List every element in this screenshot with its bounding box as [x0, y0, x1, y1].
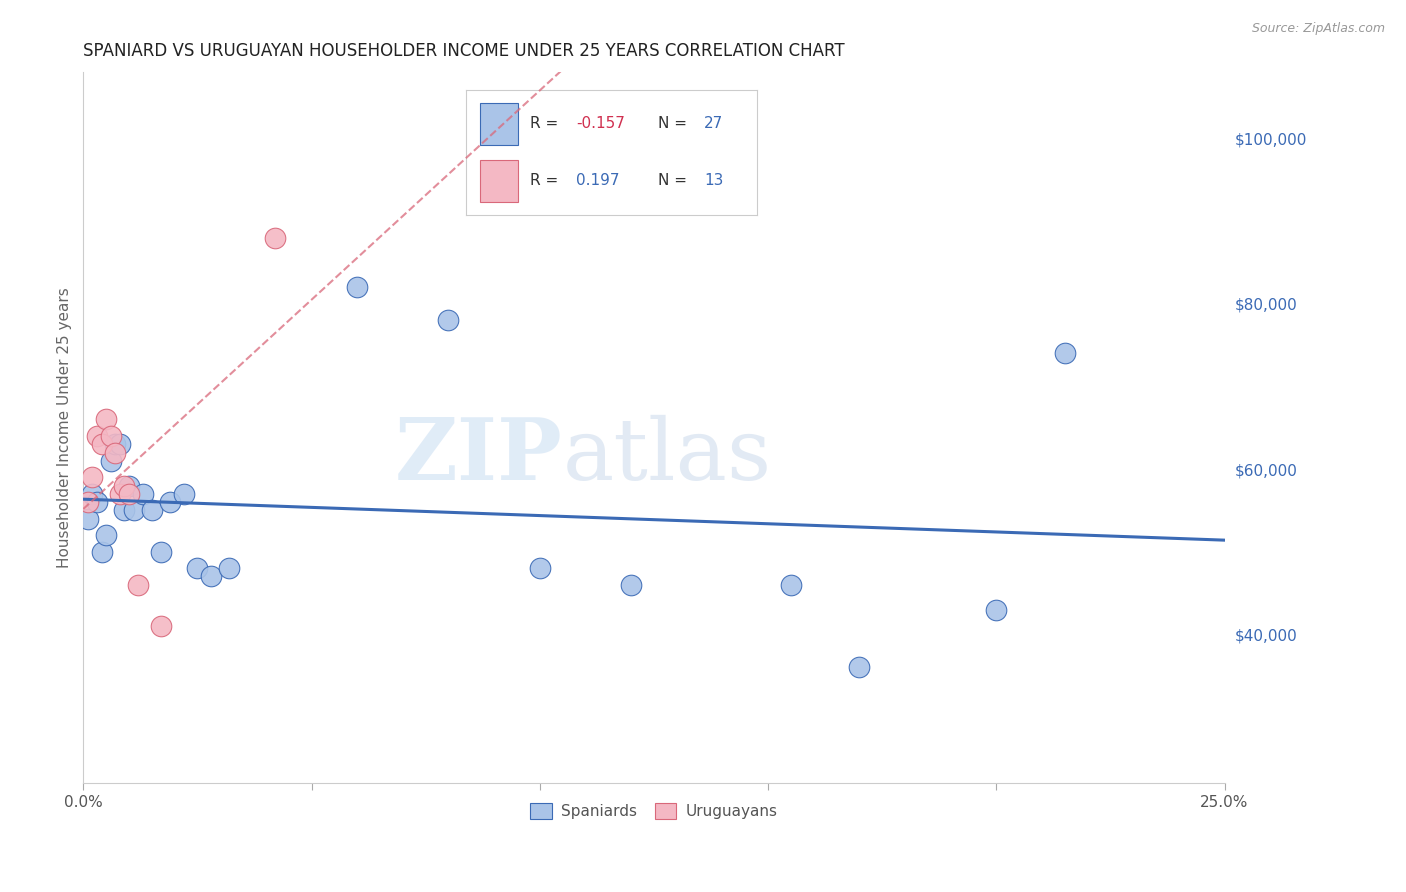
- Point: [118, 487, 141, 501]
- Point: [200, 569, 222, 583]
- Text: SPANIARD VS URUGUAYAN HOUSEHOLDER INCOME UNDER 25 YEARS CORRELATION CHART: SPANIARD VS URUGUAYAN HOUSEHOLDER INCOME…: [83, 42, 845, 60]
- Text: ZIP: ZIP: [395, 414, 562, 498]
- Point: [118, 478, 141, 492]
- Point: [112, 503, 135, 517]
- Point: [104, 437, 127, 451]
- Point: [76, 511, 98, 525]
- Point: [127, 578, 149, 592]
- Point: [94, 412, 117, 426]
- Point: [620, 578, 643, 592]
- Point: [86, 495, 108, 509]
- Point: [779, 578, 801, 592]
- Y-axis label: Householder Income Under 25 years: Householder Income Under 25 years: [58, 287, 72, 568]
- Point: [1053, 346, 1076, 360]
- Point: [82, 487, 104, 501]
- Point: [529, 561, 551, 575]
- Text: Source: ZipAtlas.com: Source: ZipAtlas.com: [1251, 22, 1385, 36]
- Point: [90, 437, 112, 451]
- Point: [848, 660, 870, 674]
- Point: [131, 487, 153, 501]
- Point: [112, 478, 135, 492]
- Point: [346, 280, 368, 294]
- Point: [141, 503, 163, 517]
- Point: [86, 429, 108, 443]
- Point: [82, 470, 104, 484]
- Point: [986, 602, 1008, 616]
- Point: [122, 503, 145, 517]
- Point: [94, 528, 117, 542]
- Point: [173, 487, 195, 501]
- Point: [104, 445, 127, 459]
- Point: [149, 544, 172, 558]
- Point: [100, 454, 122, 468]
- Point: [264, 230, 287, 244]
- Text: atlas: atlas: [562, 415, 772, 498]
- Point: [108, 437, 131, 451]
- Point: [218, 561, 240, 575]
- Point: [108, 487, 131, 501]
- Point: [149, 619, 172, 633]
- Point: [437, 313, 460, 327]
- Legend: Spaniards, Uruguayans: Spaniards, Uruguayans: [524, 797, 783, 825]
- Point: [159, 495, 181, 509]
- Point: [100, 429, 122, 443]
- Point: [76, 495, 98, 509]
- Point: [90, 544, 112, 558]
- Point: [186, 561, 208, 575]
